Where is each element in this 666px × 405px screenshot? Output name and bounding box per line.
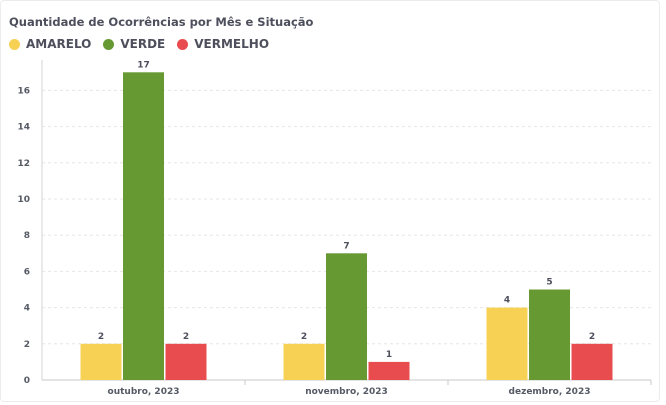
data-label: 2 [98,332,104,342]
bar-vermelho [165,343,207,380]
y-tick-label: 8 [24,231,30,241]
x-tick-label: novembro, 2023 [305,387,388,397]
data-label: 2 [301,332,307,342]
legend-item-verde[interactable]: VERDE [103,37,165,51]
legend-swatch-amarelo [9,38,20,50]
x-tick-label: dezembro, 2023 [509,387,591,397]
bar-vermelho [368,361,410,380]
legend-label-verde: VERDE [120,37,166,51]
legend-item-vermelho[interactable]: VERMELHO [177,37,269,51]
bar-verde [326,253,367,380]
y-tick-label: 14 [17,123,30,133]
legend-item-amarelo[interactable]: AMARELO [9,37,91,51]
y-tick-label: 16 [17,86,30,96]
data-label: 2 [589,332,595,342]
legend-label-amarelo: AMARELO [26,37,92,51]
data-label: 5 [546,278,552,288]
data-label: 2 [183,332,189,342]
y-tick-label: 12 [17,159,30,169]
data-label: 17 [137,60,150,70]
legend-label-vermelho: VERMELHO [194,37,270,51]
y-tick-label: 10 [17,195,30,205]
y-tick-label: 4 [24,304,30,314]
legend-swatch-verde [103,38,115,50]
y-tick-label: 2 [24,340,30,350]
y-tick-label: 6 [24,267,30,277]
bar-vermelho [571,343,613,380]
chart-legend: AMARELO VERDE VERMELHO [9,37,281,51]
y-tick-label: 0 [24,376,30,386]
bar-amarelo [486,307,528,380]
chart-title: Quantidade de Ocorrências por Mês e Situ… [9,15,314,29]
legend-swatch-vermelho [177,38,189,50]
data-label: 7 [343,241,349,251]
data-label: 4 [504,296,510,306]
x-tick-label: outubro, 2023 [108,387,180,397]
bar-verde [123,72,164,381]
bar-verde [529,289,570,380]
data-label: 1 [386,350,392,360]
bar-amarelo [80,343,122,380]
bar-amarelo [283,343,325,380]
